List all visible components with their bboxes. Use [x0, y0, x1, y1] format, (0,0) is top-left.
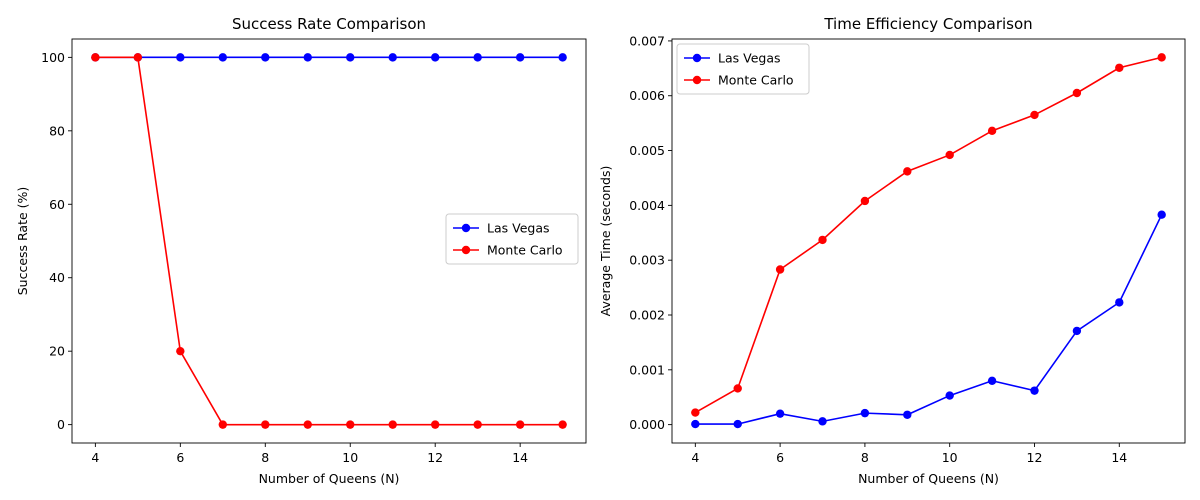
legend: Las Vegas Monte Carlo [676, 43, 810, 95]
legend-marker [461, 223, 471, 233]
y-tick-label: 0.006 [629, 88, 665, 103]
data-point [1072, 326, 1082, 336]
x-tick-label: 8 [261, 450, 269, 465]
data-point [303, 53, 312, 62]
data-point [218, 53, 228, 62]
legend: Las Vegas Monte Carlo [445, 213, 579, 265]
data-point [388, 420, 397, 429]
data-point [515, 420, 525, 429]
data-point [133, 53, 143, 62]
data-point [176, 53, 185, 62]
data-point [558, 53, 567, 62]
data-point [903, 167, 912, 176]
data-point [818, 417, 827, 426]
data-point [218, 420, 228, 429]
series-line-las-vegas [695, 214, 1163, 425]
y-axis-label: Success Rate (%) [15, 187, 30, 296]
x-tick-label: 14 [512, 450, 528, 465]
y-tick-label: 0.001 [629, 362, 665, 377]
data-point [775, 265, 785, 274]
y-tick-label: 20 [49, 344, 65, 359]
data-point [346, 420, 355, 429]
data-point [558, 420, 567, 429]
x-tick-label: 12 [1027, 450, 1043, 465]
x-tick-label: 10 [342, 450, 358, 465]
data-point [261, 53, 270, 62]
data-point [987, 376, 997, 385]
y-tick-label: 40 [49, 270, 65, 285]
legend-marker [692, 75, 702, 85]
data-point [303, 420, 312, 429]
data-point [1115, 63, 1124, 72]
x-axis-label: Number of Queens (N) [858, 471, 999, 486]
x-tick-label: 8 [861, 450, 869, 465]
legend-marker [461, 245, 471, 255]
chart-title: Time Efficiency Comparison [823, 15, 1032, 33]
y-tick-label: 0.000 [629, 417, 665, 432]
x-tick-label: 6 [776, 450, 784, 465]
x-tick-label: 12 [427, 450, 443, 465]
data-point [346, 53, 355, 62]
data-point [430, 420, 440, 429]
series-line-monte-carlo [694, 56, 1162, 414]
data-point [733, 419, 742, 429]
chart-panel-1: Success Rate Comparison 4 6 8 10 12 14 0 20 40 60 8… [15, 15, 587, 486]
legend-marker [692, 53, 702, 63]
y-tick-label: 60 [49, 197, 65, 212]
y-tick-label: 0.005 [629, 143, 665, 158]
data-point [945, 391, 954, 400]
data-point [176, 346, 185, 356]
x-axis-label: Number of Queens (N) [259, 471, 400, 486]
data-point [691, 419, 700, 429]
data-point [860, 196, 870, 206]
y-tick-label: 0.003 [629, 253, 665, 268]
y-tick-label: 0.007 [629, 33, 665, 48]
legend-box [676, 43, 810, 95]
x-tick-label: 14 [1111, 450, 1127, 465]
data-point [261, 420, 270, 429]
y-tick-label: 0.002 [629, 308, 665, 323]
data-point [987, 126, 997, 136]
y-tick-label: 100 [41, 50, 65, 65]
data-point [515, 53, 525, 62]
chart-title: Success Rate Comparison [232, 15, 426, 33]
data-point [860, 408, 870, 418]
legend-box [445, 213, 579, 265]
data-point [473, 420, 482, 429]
x-tick-label: 10 [942, 450, 958, 465]
x-tick-label: 6 [176, 450, 184, 465]
legend-label: Monte Carlo [718, 73, 794, 88]
data-point [430, 53, 440, 62]
data-point [818, 235, 827, 245]
data-point [733, 384, 742, 393]
data-point [1157, 210, 1166, 219]
data-point [775, 409, 785, 418]
legend-label: Las Vegas [487, 221, 550, 236]
data-point [388, 53, 397, 62]
series-line-monte-carlo [95, 56, 563, 426]
plot-frame [71, 38, 587, 444]
data-point [691, 408, 700, 417]
legend-label: Monte Carlo [487, 243, 563, 258]
plot-frame [671, 38, 1186, 444]
legend-label: Las Vegas [718, 51, 781, 66]
x-tick-label: 4 [91, 450, 99, 465]
y-tick-label: 0 [57, 417, 65, 432]
data-point [1030, 386, 1039, 395]
data-point [903, 410, 912, 419]
data-point [91, 53, 100, 62]
y-tick-label: 0.004 [629, 198, 665, 213]
data-point [1072, 88, 1082, 98]
y-axis-label: Average Time (seconds) [598, 166, 613, 317]
data-point [1030, 110, 1039, 120]
data-point [473, 53, 482, 62]
data-point [1115, 298, 1124, 307]
data-point [1157, 53, 1166, 62]
y-tick-label: 80 [49, 123, 65, 138]
chart-panel-2: Time Efficiency Comparison 4 6 8 10 12 14 0.000… [598, 15, 1186, 486]
x-tick-label: 4 [691, 450, 699, 465]
data-point [945, 150, 954, 160]
